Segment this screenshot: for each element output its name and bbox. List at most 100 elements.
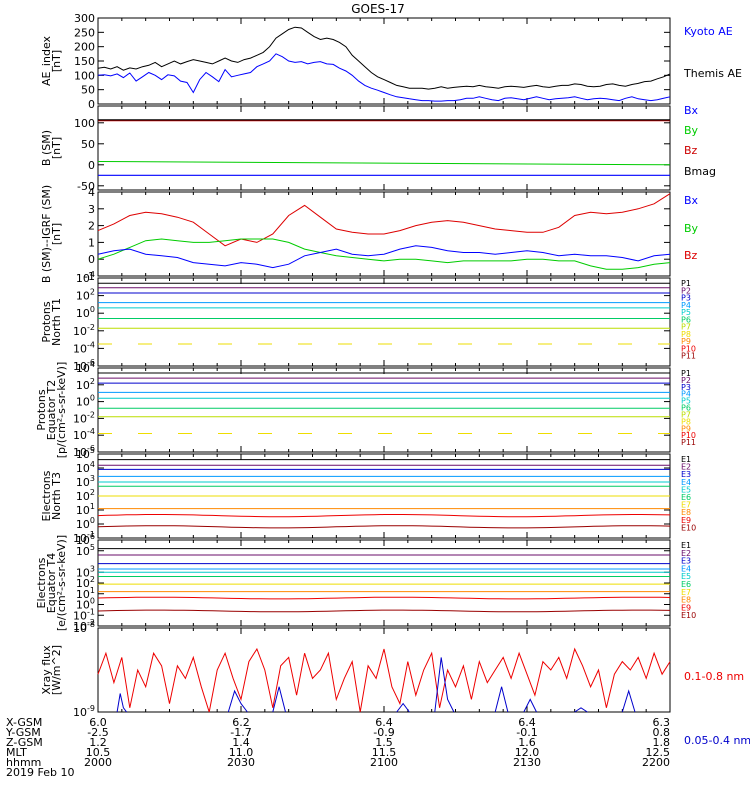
series-themis-ae-line: [97, 26, 671, 90]
y-tick-label: 50: [81, 84, 95, 97]
series-0-05-0-4-nm-segment: [494, 686, 509, 713]
legend-p7: P7: [681, 323, 691, 332]
y-tick-label: -50: [77, 180, 95, 193]
footer-value: -0.9: [373, 726, 394, 739]
panel-b-sm: 100 50 0 -50 B (SM)[nT] Bx By Bz Bmag: [40, 104, 716, 193]
y-tick-exponent: -4: [87, 427, 95, 436]
y-tick-label: 100: [76, 516, 95, 531]
footer-value: 0.8: [653, 726, 671, 739]
y-tick-label: 10-4: [73, 427, 95, 442]
y-tick-label: 200: [74, 41, 95, 54]
y-tick-label: 105: [76, 543, 95, 558]
legend-e9: E9: [681, 516, 691, 525]
y-tick-label: 102: [76, 377, 95, 392]
y-axis-label: Equator T2: [45, 380, 58, 440]
footer-value: 1.5: [375, 736, 393, 749]
y-tick-label: 100: [74, 69, 95, 82]
y-tick-exponent: 2: [90, 377, 95, 386]
legend-p2: P2: [681, 376, 691, 385]
footer-value: 10.5: [86, 746, 111, 759]
legend-e10: E10: [681, 523, 696, 532]
legend-e3: E3: [681, 470, 691, 479]
y-tick-label: 101: [76, 502, 95, 517]
y-axis-label: B (SM)--IGRF (SM): [40, 185, 53, 283]
y-tick-label: 104: [76, 360, 95, 375]
series-e9-line: [97, 514, 671, 518]
y-tick-label: 0: [88, 253, 95, 266]
y-tick-exponent: -6: [87, 444, 95, 453]
footer-value: 2030: [227, 756, 255, 769]
y-tick-label: 0: [88, 98, 95, 111]
legend-p7: P7: [681, 410, 691, 419]
footer-value: 2130: [513, 756, 541, 769]
y-axis-label: [e/(cm²-s-sr-keV)]: [55, 535, 68, 631]
y-tick-label: 3: [88, 203, 95, 216]
y-tick-label: 300: [74, 12, 95, 25]
legend-p8: P8: [681, 330, 691, 339]
legend-p4: P4: [681, 301, 691, 310]
y-tick-exponent: -2: [87, 410, 95, 419]
series-bz-line: [97, 193, 671, 247]
series-0-1-0-8-nm-line: [97, 647, 671, 713]
footer-value: 12.0: [515, 746, 540, 759]
legend-by: By: [684, 124, 699, 137]
y-axis-label: North T3: [50, 472, 63, 520]
date-label: 2019 Feb 10: [6, 766, 74, 779]
legend-p2: P2: [681, 286, 691, 295]
legend-p11: P11: [681, 352, 696, 361]
y-tick-exponent: 6: [90, 532, 95, 541]
legend-p9: P9: [681, 424, 691, 433]
legend-e9: E9: [681, 603, 691, 612]
legend-p5: P5: [681, 397, 691, 406]
y-axis-label: [nT]: [50, 223, 63, 245]
legend-e2: E2: [681, 549, 691, 558]
y-axis-label: [p/(cm²-s-sr-keV)]: [55, 362, 68, 459]
y-tick-exponent: -1: [87, 607, 95, 616]
y-tick-exponent: 4: [90, 270, 95, 279]
y-tick-exponent: 4: [90, 360, 95, 369]
legend-e7: E7: [681, 588, 691, 597]
footer-value: 1.4: [232, 736, 250, 749]
series-0-05-0-4-nm-segment: [272, 686, 286, 713]
footer-value: 1.6: [518, 736, 536, 749]
y-tick-label: -1: [84, 270, 95, 283]
y-tick-exponent: -9: [87, 704, 95, 713]
series-by-line: [97, 238, 671, 270]
series-0-05-0-4-nm-segment: [396, 702, 410, 713]
y-axis-label: [nT]: [50, 137, 63, 159]
footer-value: -2.5: [87, 726, 108, 739]
footer-value: 1.2: [89, 736, 107, 749]
legend-p9: P9: [681, 337, 691, 346]
panel-frame: [97, 367, 671, 453]
y-tick-exponent: 0: [90, 597, 95, 606]
legend-p10: P10: [681, 431, 696, 440]
legend-by: By: [684, 222, 699, 235]
series-by-line: [97, 160, 671, 166]
footer-value: 6.4: [375, 716, 393, 729]
series-e10-line: [97, 609, 671, 613]
legend-e4: E4: [681, 564, 691, 573]
panel-frame: [97, 17, 671, 105]
y-tick-exponent: -2: [87, 323, 95, 332]
legend-p10: P10: [681, 344, 696, 353]
y-tick-label: 102: [76, 488, 95, 503]
footer-value: 2000: [84, 756, 112, 769]
y-axis-label: B (SM): [40, 130, 53, 166]
footer-row-label-x-gsm: X-GSM: [6, 716, 42, 729]
legend-0-05-0-4-nm: 0.05-0.4 nm: [684, 734, 750, 747]
footer-value: 11.5: [372, 746, 397, 759]
series-e9-line: [97, 596, 671, 600]
y-axis-label: Electrons: [35, 557, 48, 608]
y-axis-label: Electrons: [40, 470, 53, 521]
legend-bx: Bx: [684, 104, 699, 117]
y-tick-label: 100: [76, 394, 95, 409]
legend-bx: Bx: [684, 194, 699, 207]
panel-frame: [97, 105, 671, 191]
legend-p4: P4: [681, 390, 691, 399]
legend-e5: E5: [681, 485, 691, 494]
footer-value: 6.3: [653, 716, 671, 729]
y-tick-label: 50: [81, 138, 95, 151]
